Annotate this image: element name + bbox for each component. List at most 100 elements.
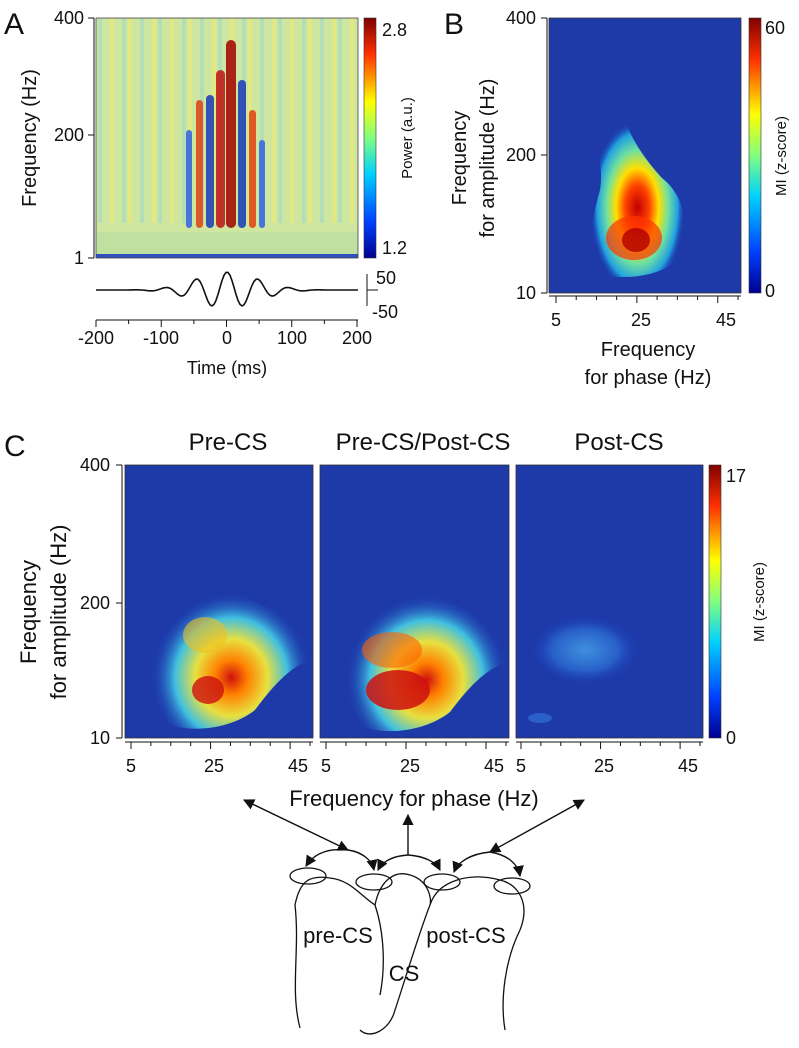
panel-b-xlabel-line2: for phase (Hz) bbox=[585, 367, 712, 389]
spectrogram-stripe bbox=[290, 18, 294, 223]
panel-a-ytick-1: 1 bbox=[74, 248, 84, 268]
panel-b-xtick: 5 bbox=[551, 310, 561, 330]
panel-b-yaxis: 400 200 10 Frequency for amplitude (Hz) bbox=[449, 8, 548, 303]
panel-a-xtick: 100 bbox=[277, 328, 307, 348]
spectrogram-stripe bbox=[182, 18, 186, 223]
spectrogram-stripe bbox=[278, 18, 282, 223]
spectrogram-stripe bbox=[122, 18, 126, 223]
sulcus-left-wall bbox=[374, 904, 384, 996]
panel-c-heatmap-pre-post bbox=[319, 464, 510, 739]
panel-c-xlabel: Frequency for phase (Hz) bbox=[289, 786, 538, 811]
panel-b-letter: B bbox=[444, 8, 464, 41]
trace-scale-top: 50 bbox=[376, 268, 396, 288]
arc-pre-1 bbox=[305, 848, 349, 867]
spectrogram-bottom-band bbox=[96, 254, 358, 258]
panel-a-ytick-200: 200 bbox=[54, 125, 84, 145]
spectrogram-stripe bbox=[320, 18, 324, 223]
panel-a-xlabel: Time (ms) bbox=[187, 358, 267, 378]
spectrogram-stripe bbox=[128, 18, 132, 223]
spectrogram-stripe bbox=[350, 18, 354, 223]
burst-band bbox=[196, 100, 203, 228]
burst-band bbox=[259, 140, 265, 228]
panel-a-letter: A bbox=[4, 8, 24, 41]
spectrogram-stripe bbox=[272, 18, 276, 223]
panel-b-ytick: 200 bbox=[506, 145, 536, 165]
spectrogram-stripe bbox=[158, 18, 162, 223]
panel-b-cbar-max: 60 bbox=[765, 18, 785, 38]
panel-b-xtick: 45 bbox=[716, 310, 736, 330]
panel-a-cbar-min: 1.2 bbox=[382, 238, 407, 258]
panel-c-xaxes: 5 25 45 5 25 45 5 25 45 Frequency for ph… bbox=[125, 741, 703, 811]
connection-arrows bbox=[242, 799, 585, 878]
brain-diagram: pre-CS post-CS CS bbox=[289, 867, 531, 1035]
arc-mid-2 bbox=[407, 854, 441, 872]
panel-b-xaxis: 5 25 45 Frequency for phase (Hz) bbox=[549, 295, 741, 389]
panel-a-trace: 50 -50 bbox=[96, 268, 398, 322]
c3-xtick: 5 bbox=[516, 756, 526, 776]
panel-a-burst bbox=[186, 40, 265, 228]
panel-b-colorbar: 60 0 MI (z-score) bbox=[748, 17, 790, 301]
label-pre-cs: pre-CS bbox=[303, 923, 373, 948]
burst-band bbox=[186, 130, 192, 228]
arc-post-1 bbox=[452, 851, 491, 874]
panel-c-cbar-min: 0 bbox=[726, 728, 736, 748]
panel-c-colorbar: 17 0 MI (z-score) bbox=[708, 464, 768, 748]
spectrogram-stripe bbox=[188, 18, 192, 223]
panel-c-ytick: 400 bbox=[80, 455, 110, 475]
spectrogram-stripe bbox=[308, 18, 312, 223]
panel-c-yaxis: 400 200 10 Frequency for amplitude (Hz) bbox=[16, 455, 123, 748]
panel-b-heatmap bbox=[548, 17, 742, 294]
panel-a-stripes bbox=[96, 18, 358, 258]
central-sulcus-line bbox=[359, 904, 431, 1035]
burst-band bbox=[238, 80, 246, 228]
panel-b-xlabel-line1: Frequency bbox=[601, 339, 696, 361]
spectrogram-stripe bbox=[338, 18, 342, 223]
spectrogram-stripe bbox=[332, 18, 336, 223]
panel-a-xaxis: -200 -100 0 100 200 Time (ms) bbox=[78, 319, 372, 378]
c1-xtick: 45 bbox=[288, 756, 308, 776]
panel-c-letter: C bbox=[4, 430, 26, 463]
panel-a-xtick: -100 bbox=[143, 328, 179, 348]
panel-b-cbar-label: MI (z-score) bbox=[773, 116, 790, 196]
c3-xtick: 25 bbox=[594, 756, 614, 776]
trace-scale-bottom: -50 bbox=[372, 302, 398, 322]
subplot-title-pre-post-cs: Pre-CS/Post-CS bbox=[336, 429, 511, 456]
electrode-2 bbox=[355, 873, 393, 891]
panel-a-ytick-400: 400 bbox=[54, 8, 84, 28]
panel-b-xtick: 25 bbox=[631, 310, 651, 330]
c2-xtick: 25 bbox=[400, 756, 420, 776]
panel-a-heatmap bbox=[95, 17, 359, 259]
panel-a-colorbar: 2.8 1.2 Power (a.u.) bbox=[363, 17, 416, 259]
panel-b-cbar-min: 0 bbox=[765, 281, 775, 301]
burst-band bbox=[249, 110, 256, 228]
burst-band bbox=[216, 70, 225, 228]
panel-a-xtick: -200 bbox=[78, 328, 114, 348]
panel-a-cbar-max: 2.8 bbox=[382, 20, 407, 40]
panel-b-ytick: 10 bbox=[516, 283, 536, 303]
electrode-4 bbox=[493, 877, 531, 895]
arc-mid-1 bbox=[377, 854, 409, 872]
c3-xtick: 45 bbox=[678, 756, 698, 776]
panel-c-ytick: 10 bbox=[90, 728, 110, 748]
subplot-title-pre-cs: Pre-CS bbox=[189, 429, 268, 456]
spectrogram-stripe bbox=[260, 18, 264, 223]
c2-xtick: 5 bbox=[321, 756, 331, 776]
spectrogram-stripe bbox=[152, 18, 156, 223]
panel-a-yaxis: 400 200 1 Frequency (Hz) bbox=[19, 8, 95, 268]
panel-a-xtick: 0 bbox=[222, 328, 232, 348]
arrow-to-pre-panel bbox=[242, 799, 350, 851]
panel-a-ylabel: Frequency (Hz) bbox=[19, 69, 41, 207]
panel-c-ytick: 200 bbox=[80, 593, 110, 613]
c2-xtick: 45 bbox=[484, 756, 504, 776]
spectrogram-stripe bbox=[302, 18, 306, 223]
panel-c-ylabel-line2: for amplitude (Hz) bbox=[46, 525, 71, 700]
arc-post-2 bbox=[489, 851, 524, 878]
arrow-to-post-panel bbox=[489, 799, 585, 853]
c1-xtick: 5 bbox=[126, 756, 136, 776]
spectrogram-stripe bbox=[140, 18, 144, 223]
subplot-title-post-cs: Post-CS bbox=[574, 429, 663, 456]
panel-b-ylabel-line1: Frequency bbox=[449, 111, 471, 206]
burst-band bbox=[226, 40, 236, 228]
panel-a-xtick: 200 bbox=[342, 328, 372, 348]
